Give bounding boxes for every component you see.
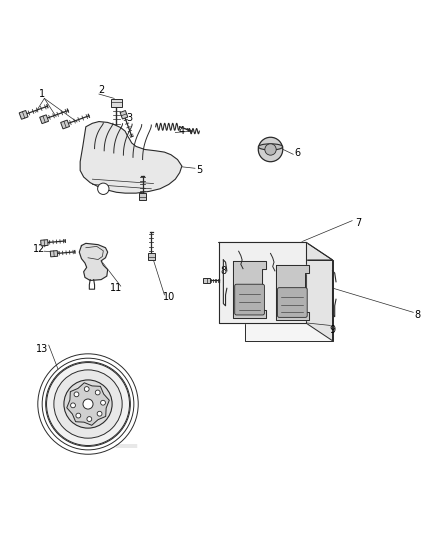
FancyBboxPatch shape (235, 284, 265, 315)
Circle shape (54, 370, 122, 438)
Polygon shape (60, 120, 70, 129)
Text: 8: 8 (415, 310, 421, 319)
Polygon shape (219, 243, 306, 323)
Circle shape (97, 411, 102, 416)
Circle shape (71, 403, 75, 408)
Polygon shape (233, 261, 266, 318)
Circle shape (87, 417, 92, 422)
Circle shape (98, 183, 109, 195)
Text: 7: 7 (356, 218, 362, 228)
Text: 10: 10 (162, 292, 175, 302)
Circle shape (101, 400, 106, 405)
Polygon shape (306, 243, 332, 341)
Polygon shape (148, 253, 155, 261)
Text: 2: 2 (98, 85, 104, 95)
Circle shape (46, 362, 130, 446)
Polygon shape (19, 110, 28, 119)
Circle shape (258, 138, 283, 161)
Ellipse shape (258, 144, 283, 150)
Text: 13: 13 (36, 344, 48, 354)
Circle shape (95, 390, 100, 395)
Polygon shape (79, 244, 108, 280)
Text: 12: 12 (33, 244, 45, 254)
Circle shape (83, 399, 93, 409)
Text: 6: 6 (294, 148, 300, 158)
Polygon shape (245, 260, 332, 341)
Polygon shape (41, 240, 48, 246)
Circle shape (64, 380, 112, 428)
Bar (111, 99, 122, 107)
Polygon shape (219, 243, 332, 260)
Polygon shape (67, 383, 109, 425)
Text: 9: 9 (329, 325, 336, 335)
Text: 1: 1 (39, 89, 45, 99)
Circle shape (74, 392, 79, 397)
Polygon shape (203, 278, 210, 284)
Polygon shape (50, 251, 58, 257)
Polygon shape (40, 115, 49, 124)
Text: 3: 3 (127, 113, 133, 123)
Polygon shape (276, 265, 309, 320)
Text: 5: 5 (196, 165, 202, 175)
Polygon shape (120, 110, 128, 119)
Text: 8: 8 (220, 266, 226, 276)
FancyBboxPatch shape (278, 288, 307, 317)
Circle shape (265, 144, 276, 155)
Text: 4: 4 (179, 126, 185, 136)
Polygon shape (139, 193, 146, 200)
Polygon shape (80, 122, 182, 193)
Circle shape (84, 386, 89, 391)
Circle shape (76, 413, 81, 418)
Text: 11: 11 (110, 284, 123, 293)
